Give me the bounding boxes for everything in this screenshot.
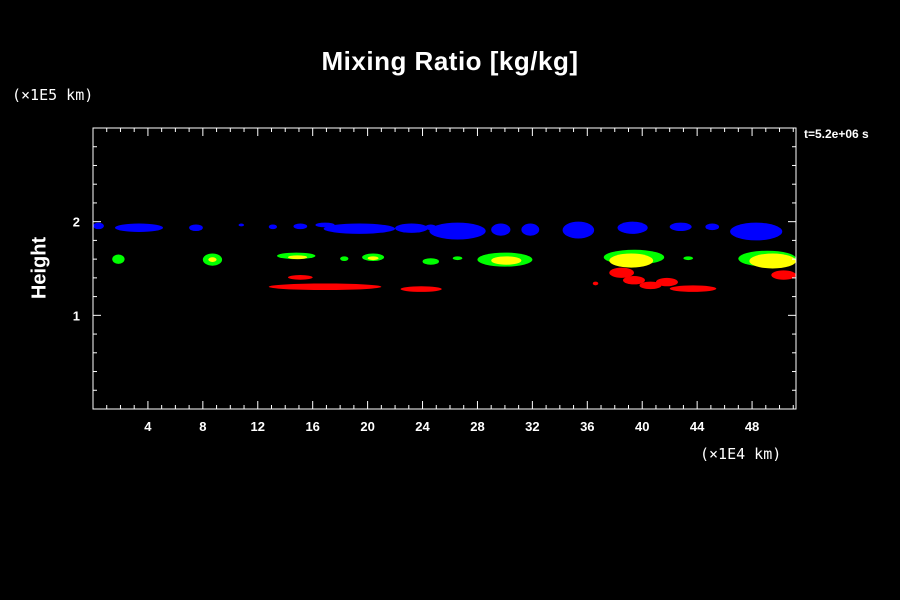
- x-tick-label: 40: [635, 419, 649, 434]
- blue-region: [395, 223, 429, 233]
- blue-region: [562, 221, 595, 239]
- axis-ticks: [93, 128, 796, 409]
- chart-title: Mixing Ratio [kg/kg]: [321, 46, 579, 76]
- x-tick-label: 20: [360, 419, 374, 434]
- x-tick-label: 28: [470, 419, 484, 434]
- blue-region: [189, 224, 203, 232]
- blue-region: [705, 223, 720, 231]
- red-region: [771, 270, 796, 280]
- blue-region: [268, 224, 277, 230]
- red-region: [622, 275, 645, 285]
- x-tick-label: 48: [745, 419, 759, 434]
- yellow-region: [491, 256, 522, 265]
- blue-region: [114, 223, 164, 232]
- y-axis-unit: (×1E5 km): [12, 86, 94, 104]
- blue-region: [429, 222, 486, 240]
- x-tick-label: 44: [690, 419, 705, 434]
- yellow-region: [749, 253, 796, 269]
- x-tick-label: 36: [580, 419, 594, 434]
- y-tick-label: 2: [73, 215, 80, 230]
- green-region: [422, 258, 440, 265]
- red-region: [669, 285, 717, 292]
- plot-frame: [92, 127, 797, 410]
- green-region: [340, 256, 349, 262]
- data-regions: [93, 221, 796, 292]
- blue-region: [491, 223, 511, 236]
- yellow-region: [609, 253, 654, 268]
- blue-region: [293, 223, 308, 230]
- blue-region: [730, 222, 783, 241]
- x-tick-label: 4: [144, 419, 152, 434]
- red-region: [400, 286, 442, 292]
- x-tick-label: 8: [199, 419, 206, 434]
- yellow-region: [367, 256, 379, 261]
- red-region: [609, 267, 634, 278]
- green-region: [112, 254, 125, 264]
- blue-region: [617, 221, 648, 234]
- yellow-region: [287, 255, 308, 260]
- x-tick-label: 12: [251, 419, 265, 434]
- x-axis-unit: (×1E4 km): [700, 445, 782, 463]
- red-region: [287, 275, 313, 280]
- red-region: [655, 277, 678, 287]
- time-label: t=5.2e+06 s: [804, 127, 869, 141]
- y-tick-label: 1: [73, 308, 80, 323]
- red-region: [268, 283, 382, 291]
- green-region: [452, 256, 463, 261]
- blue-region: [238, 223, 245, 227]
- x-tick-label: 32: [525, 419, 539, 434]
- x-tick-label: 16: [305, 419, 319, 434]
- blue-region: [323, 223, 396, 234]
- blue-region: [669, 222, 692, 232]
- blue-region: [521, 223, 540, 236]
- red-region: [639, 281, 662, 290]
- x-tick-label: 24: [415, 419, 430, 434]
- red-region: [592, 281, 599, 286]
- green-region: [683, 256, 694, 261]
- blue-region: [93, 222, 104, 230]
- yellow-region: [208, 257, 217, 262]
